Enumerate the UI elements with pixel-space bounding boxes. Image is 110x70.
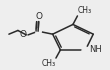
Text: O: O: [35, 12, 42, 21]
Text: CH₃: CH₃: [41, 59, 55, 68]
Text: NH: NH: [89, 45, 102, 54]
Text: O: O: [19, 30, 26, 39]
Text: CH₃: CH₃: [78, 6, 92, 15]
